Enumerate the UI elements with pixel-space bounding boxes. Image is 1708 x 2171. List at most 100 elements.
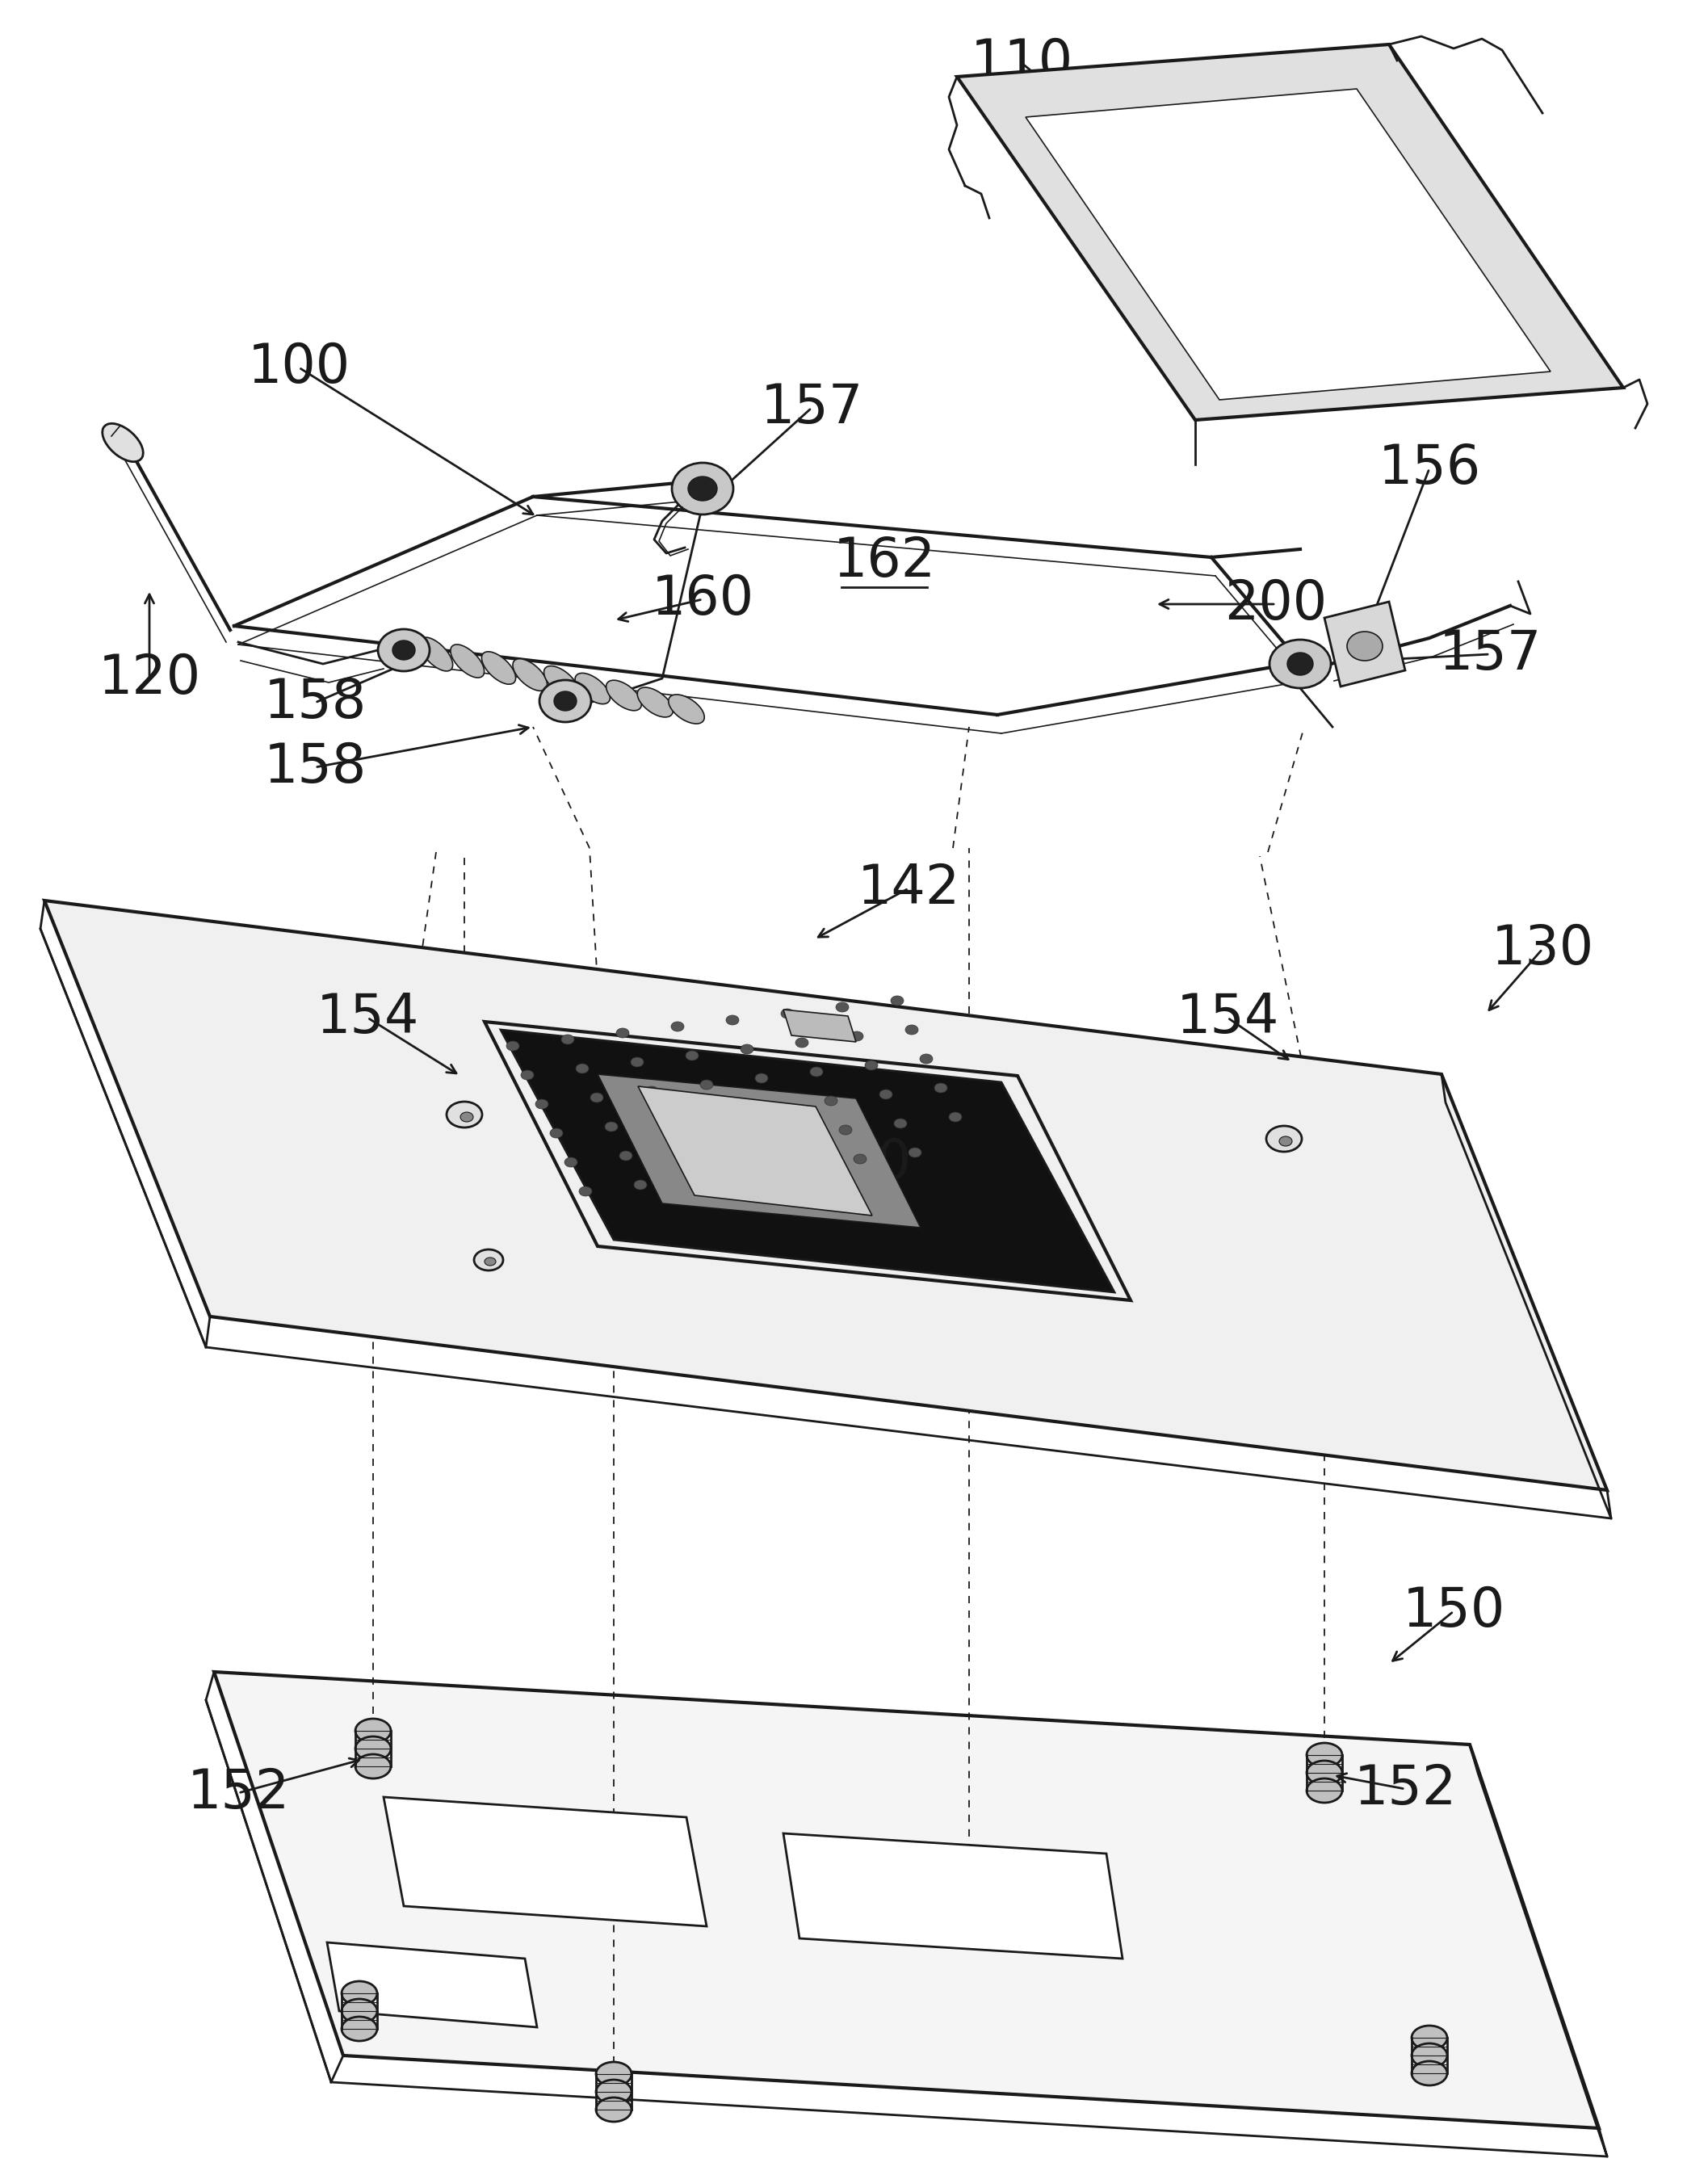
Ellipse shape — [864, 1059, 878, 1070]
Ellipse shape — [893, 1118, 907, 1129]
Polygon shape — [784, 1832, 1122, 1958]
Ellipse shape — [630, 1057, 644, 1066]
Ellipse shape — [446, 1101, 482, 1127]
Text: 158: 158 — [263, 740, 366, 795]
Ellipse shape — [540, 680, 591, 723]
Ellipse shape — [839, 1125, 852, 1135]
Ellipse shape — [521, 1070, 535, 1079]
Ellipse shape — [606, 680, 642, 710]
Ellipse shape — [905, 1025, 919, 1036]
Ellipse shape — [1411, 2060, 1447, 2086]
Ellipse shape — [799, 1161, 811, 1170]
Ellipse shape — [553, 690, 577, 710]
Ellipse shape — [835, 1003, 849, 1012]
Polygon shape — [44, 901, 1607, 1489]
Text: 120: 120 — [97, 651, 202, 706]
Ellipse shape — [591, 1092, 603, 1103]
Ellipse shape — [810, 1066, 823, 1077]
Ellipse shape — [342, 1982, 377, 2006]
Polygon shape — [956, 43, 1623, 419]
Ellipse shape — [770, 1103, 782, 1112]
Ellipse shape — [825, 1096, 837, 1105]
Polygon shape — [598, 1075, 921, 1227]
Ellipse shape — [921, 1053, 933, 1064]
Ellipse shape — [393, 640, 415, 660]
Ellipse shape — [475, 1250, 504, 1270]
Ellipse shape — [1307, 1743, 1342, 1767]
Ellipse shape — [605, 1122, 618, 1131]
Ellipse shape — [596, 2062, 632, 2086]
Ellipse shape — [784, 1131, 798, 1142]
Text: 162: 162 — [834, 534, 936, 588]
Ellipse shape — [562, 1036, 574, 1044]
Ellipse shape — [579, 1188, 593, 1196]
Text: 160: 160 — [651, 573, 753, 625]
Ellipse shape — [355, 1719, 391, 1743]
Ellipse shape — [671, 1023, 683, 1031]
Ellipse shape — [741, 1044, 753, 1053]
Ellipse shape — [1411, 2026, 1447, 2049]
Text: 154: 154 — [316, 990, 418, 1044]
Ellipse shape — [596, 2080, 632, 2104]
Ellipse shape — [950, 1112, 962, 1122]
Ellipse shape — [451, 645, 485, 677]
Ellipse shape — [854, 1155, 866, 1164]
Polygon shape — [1025, 89, 1551, 399]
Ellipse shape — [617, 1029, 629, 1038]
Ellipse shape — [620, 1151, 632, 1161]
Ellipse shape — [1288, 653, 1313, 675]
Polygon shape — [384, 1798, 707, 1926]
Ellipse shape — [880, 1090, 892, 1099]
Ellipse shape — [909, 1148, 921, 1157]
Text: 157: 157 — [1438, 627, 1541, 682]
Ellipse shape — [781, 1010, 794, 1018]
Text: 110: 110 — [970, 37, 1073, 89]
Ellipse shape — [634, 1181, 647, 1190]
Ellipse shape — [1307, 1761, 1342, 1785]
Ellipse shape — [535, 1099, 548, 1109]
Text: 100: 100 — [248, 341, 350, 395]
Ellipse shape — [659, 1116, 673, 1125]
Ellipse shape — [755, 1072, 769, 1083]
Ellipse shape — [700, 1079, 712, 1090]
Ellipse shape — [512, 658, 547, 690]
Text: 150: 150 — [1402, 1585, 1505, 1637]
Polygon shape — [784, 1010, 856, 1042]
Text: 154: 154 — [1177, 990, 1279, 1044]
Text: 152: 152 — [1354, 1763, 1457, 1815]
Ellipse shape — [685, 1051, 699, 1059]
Ellipse shape — [714, 1109, 728, 1118]
Polygon shape — [326, 1943, 536, 2028]
Ellipse shape — [596, 2097, 632, 2121]
Ellipse shape — [637, 688, 673, 716]
Ellipse shape — [1411, 2043, 1447, 2067]
Text: 140: 140 — [808, 1135, 912, 1190]
Ellipse shape — [355, 1754, 391, 1778]
Text: 200: 200 — [1225, 577, 1327, 632]
Ellipse shape — [576, 1064, 589, 1072]
Text: 142: 142 — [857, 862, 960, 916]
Ellipse shape — [688, 475, 717, 502]
Ellipse shape — [1266, 1127, 1301, 1153]
Ellipse shape — [1307, 1778, 1342, 1802]
Ellipse shape — [564, 1157, 577, 1168]
Ellipse shape — [729, 1138, 743, 1148]
Ellipse shape — [851, 1031, 863, 1042]
Ellipse shape — [743, 1168, 757, 1177]
Text: 157: 157 — [760, 382, 863, 434]
Ellipse shape — [726, 1016, 740, 1025]
Text: 156: 156 — [1378, 441, 1481, 495]
Text: 158: 158 — [263, 675, 366, 729]
Polygon shape — [500, 1029, 1114, 1292]
Ellipse shape — [377, 630, 430, 671]
Ellipse shape — [671, 462, 733, 515]
Ellipse shape — [668, 695, 704, 723]
Ellipse shape — [1269, 640, 1331, 688]
Polygon shape — [639, 1086, 873, 1216]
Ellipse shape — [355, 1737, 391, 1761]
Text: 130: 130 — [1491, 923, 1594, 975]
Ellipse shape — [485, 1257, 495, 1266]
Ellipse shape — [506, 1042, 519, 1051]
Ellipse shape — [342, 2017, 377, 2041]
Ellipse shape — [892, 996, 904, 1005]
